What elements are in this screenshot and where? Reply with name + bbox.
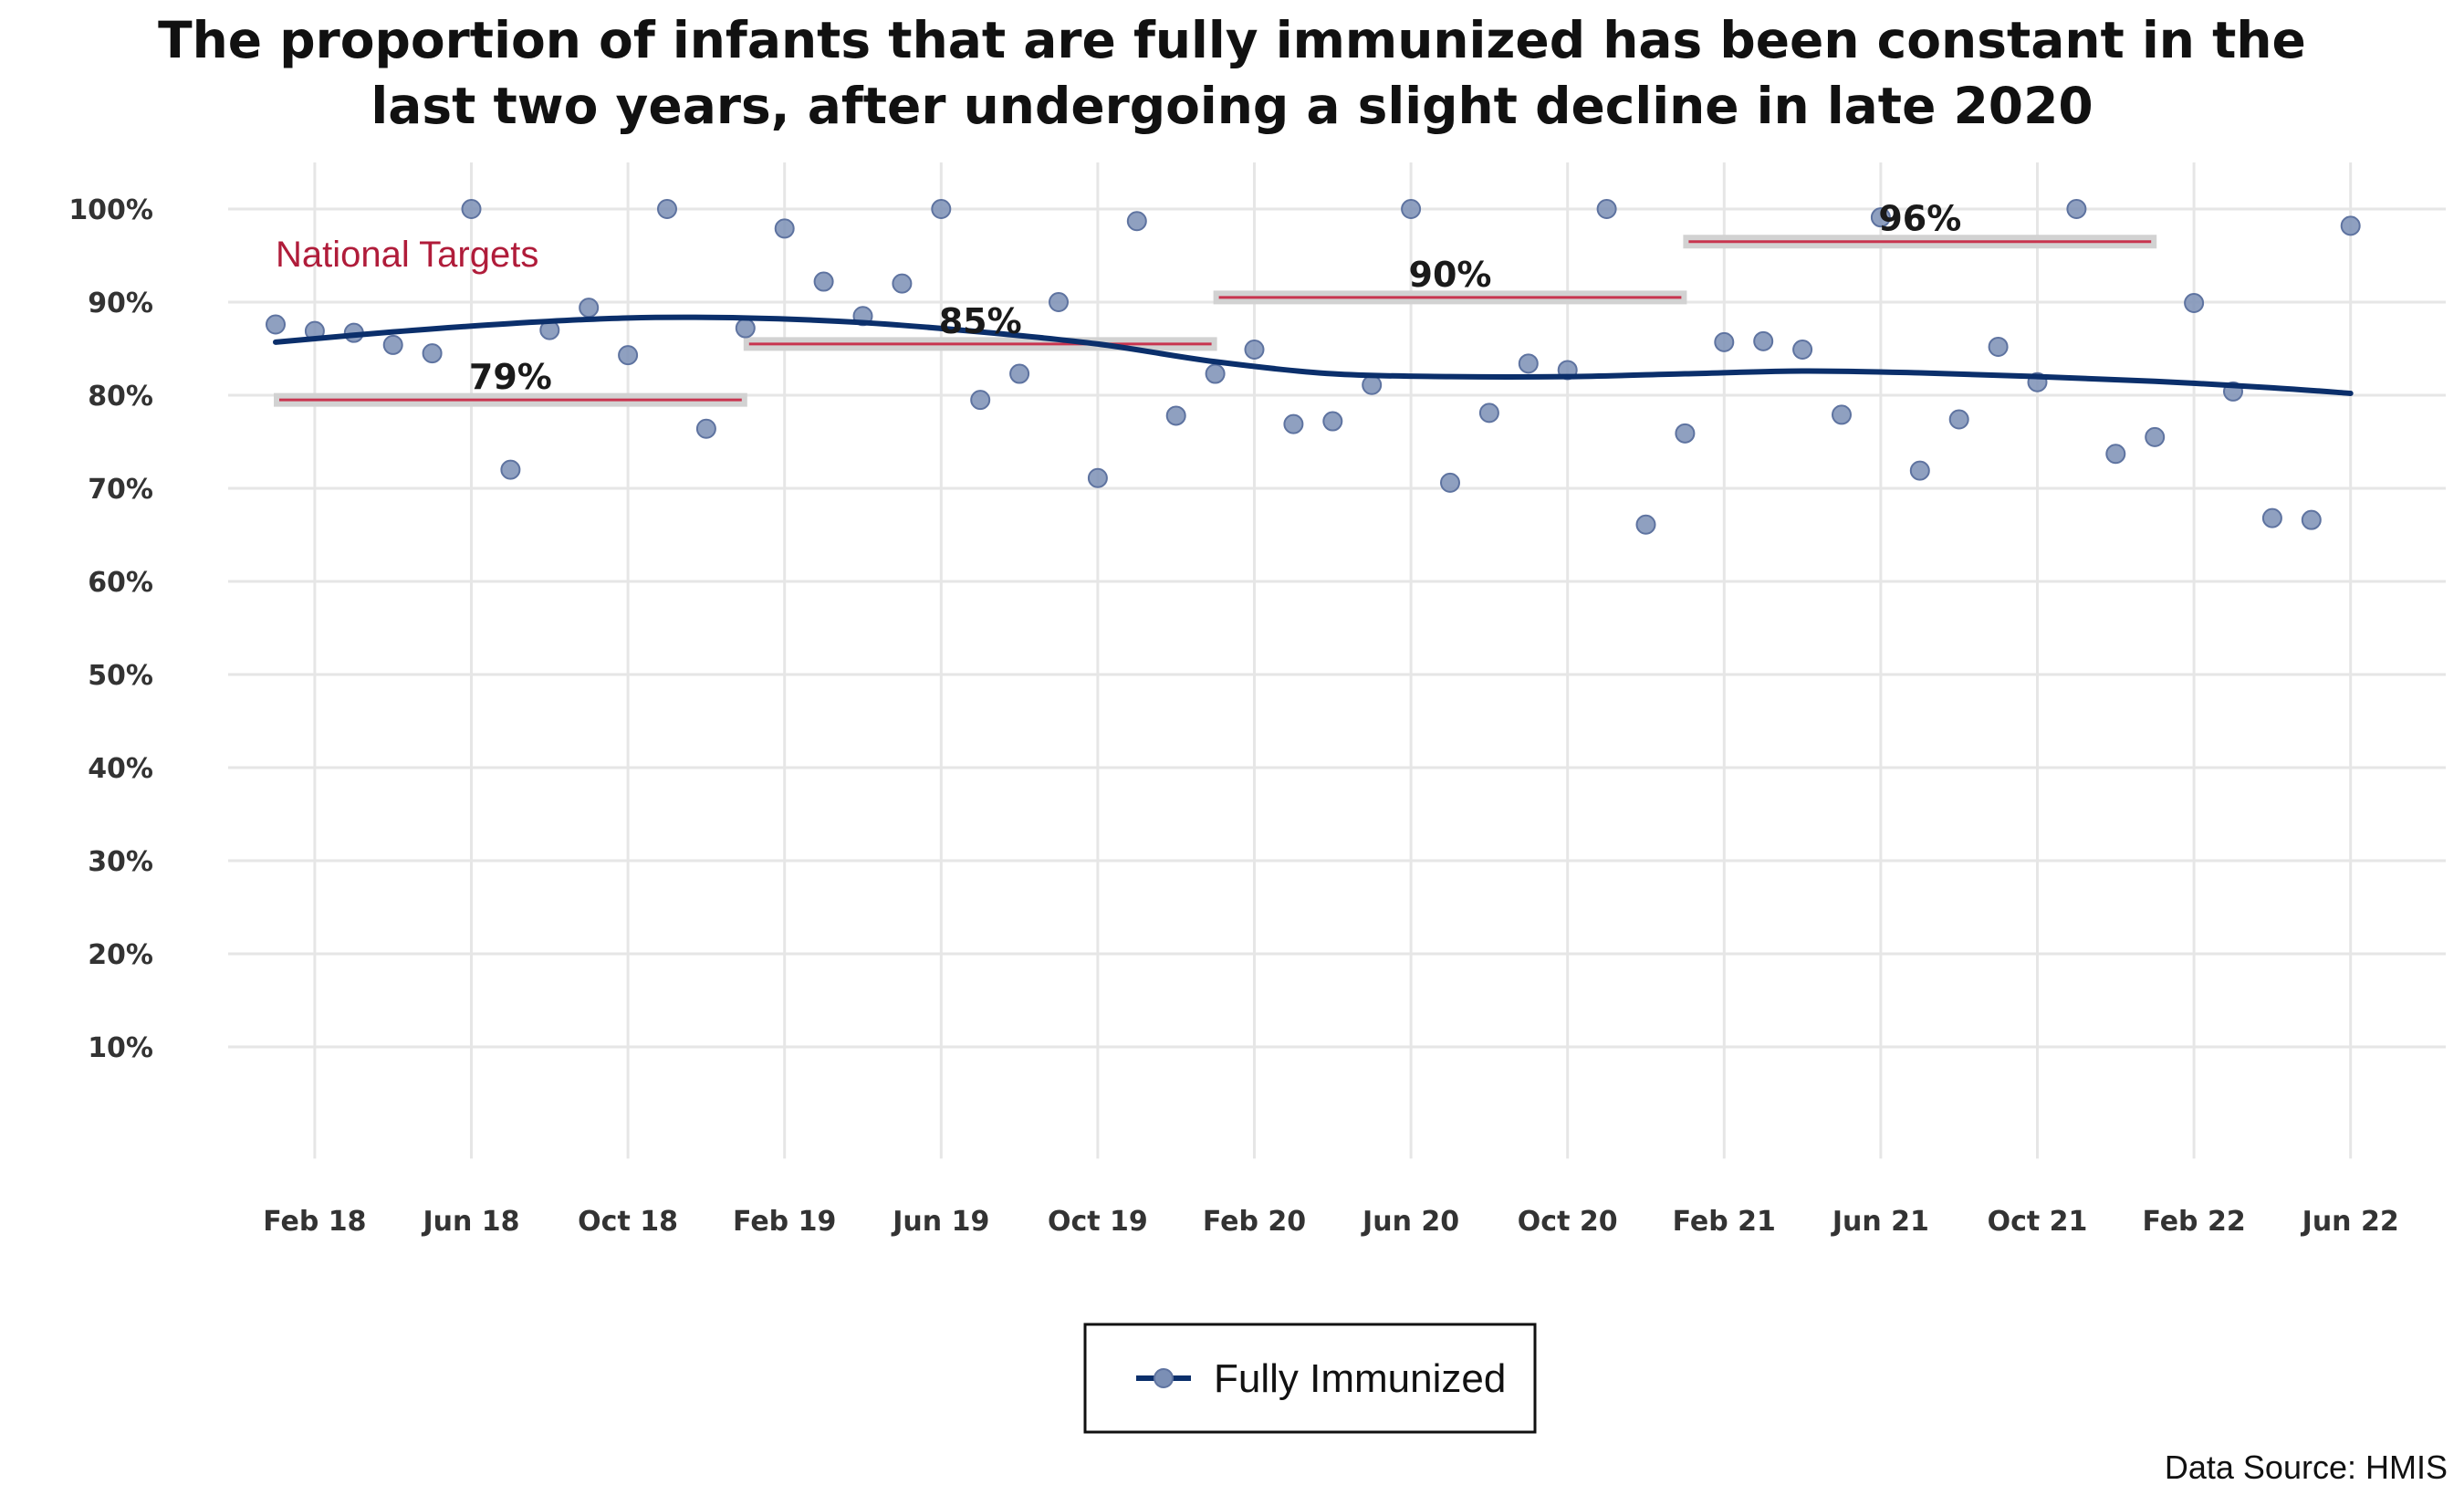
data-point <box>774 218 795 239</box>
national-targets: National Targets <box>274 235 2157 407</box>
legend-label: Fully Immunized <box>1214 1356 1506 1401</box>
data-point <box>1832 404 1852 425</box>
y-tick-label: 90% <box>88 288 153 319</box>
data-point <box>892 273 913 294</box>
x-tick-label: Jun 21 <box>1831 1206 1929 1238</box>
data-point <box>813 271 834 292</box>
data-point <box>1049 292 1069 312</box>
target-value-label: 79% <box>469 357 552 397</box>
data-point <box>382 334 403 355</box>
target-value-label: 96% <box>1878 199 1961 239</box>
y-tick-label: 30% <box>88 846 153 878</box>
x-tick-label: Jun 18 <box>421 1206 519 1238</box>
data-point <box>2145 426 2166 447</box>
data-point <box>1675 423 1696 444</box>
data-source: Data Source: HMIS <box>2165 1448 2448 1486</box>
data-point <box>1322 411 1343 432</box>
data-point <box>2301 509 2322 530</box>
data-point <box>2066 199 2087 219</box>
data-point <box>500 459 521 480</box>
data-point <box>1244 340 1265 361</box>
x-tick-label: Oct 20 <box>1518 1206 1618 1238</box>
trend-line-group <box>273 314 2354 396</box>
x-tick-label: Feb 19 <box>733 1206 836 1238</box>
chart-title: The proportion of infants that are fully… <box>158 11 2306 135</box>
data-point <box>2261 507 2282 528</box>
data-point <box>1870 207 1891 228</box>
data-point <box>970 390 991 411</box>
x-tick-label: Oct 18 <box>578 1206 678 1238</box>
data-point <box>1792 340 1813 361</box>
data-point <box>695 418 716 439</box>
y-tick-label: 60% <box>88 567 153 599</box>
data-point <box>1401 199 1422 219</box>
x-tick-label: Jun 20 <box>1361 1206 1459 1238</box>
chart-title-line-1: The proportion of infants that are fully… <box>158 11 2306 69</box>
y-tick-label: 20% <box>88 939 153 971</box>
legend: Fully Immunized <box>1083 1323 1537 1434</box>
data-points <box>266 199 2361 535</box>
y-axis-tick-labels: 10% 20% 30% 40% 50% 60% 70% 80% 90% 100% <box>68 194 153 1064</box>
data-point <box>1753 330 1774 351</box>
x-tick-label: Oct 21 <box>1988 1206 2088 1238</box>
data-point <box>931 199 952 219</box>
data-point <box>579 298 600 319</box>
y-tick-label: 100% <box>68 194 153 226</box>
y-tick-label: 50% <box>88 660 153 692</box>
data-point <box>1283 413 1304 434</box>
data-point <box>1635 514 1656 535</box>
data-point <box>1440 472 1460 493</box>
data-point <box>2184 293 2205 314</box>
data-point <box>422 343 443 364</box>
x-tick-label: Jun 19 <box>891 1206 989 1238</box>
data-point <box>1518 353 1539 374</box>
data-point <box>1714 331 1735 352</box>
legend-key-dot <box>1154 1368 1174 1388</box>
grid-lines <box>228 162 2446 1159</box>
trend-line <box>273 314 2354 396</box>
data-point <box>461 199 482 219</box>
y-tick-label: 10% <box>88 1032 153 1064</box>
x-tick-label: Feb 18 <box>263 1206 366 1238</box>
y-tick-label: 40% <box>88 753 153 785</box>
data-point <box>2105 444 2126 465</box>
x-axis-tick-labels: Feb 18 Jun 18 Oct 18 Feb 19 Jun 19 Oct 19 Feb … <box>263 1206 2398 1238</box>
y-tick-label: 70% <box>88 474 153 506</box>
data-point <box>1909 460 1930 481</box>
y-tick-label: 80% <box>88 381 153 413</box>
target-value-label: 85% <box>939 301 1022 341</box>
target-labels: 79% 85% 90% 96% <box>469 199 1961 397</box>
x-tick-label: Feb 20 <box>1203 1206 1306 1238</box>
x-tick-label: Feb 21 <box>1673 1206 1776 1238</box>
data-point <box>1009 363 1030 384</box>
x-tick-label: Jun 22 <box>2301 1206 2399 1238</box>
data-point <box>1948 409 1969 430</box>
data-point <box>1362 374 1383 395</box>
national-targets-caption: National Targets <box>276 235 538 275</box>
data-point <box>1205 363 1226 384</box>
target-value-label: 90% <box>1409 255 1492 295</box>
data-point <box>1087 467 1108 488</box>
data-point <box>735 318 756 339</box>
data-point <box>1988 336 2009 357</box>
data-point <box>618 345 639 366</box>
data-point <box>1165 405 1186 426</box>
x-tick-label: Oct 19 <box>1048 1206 1148 1238</box>
data-point <box>657 199 677 219</box>
x-tick-label: Feb 22 <box>2142 1206 2245 1238</box>
data-point <box>1126 211 1147 232</box>
data-point <box>1596 199 1617 219</box>
data-point <box>2340 215 2361 236</box>
chart-title-line-2: last two years, after undergoing a sligh… <box>371 77 2093 135</box>
data-point <box>266 314 286 335</box>
data-point <box>1478 403 1499 424</box>
